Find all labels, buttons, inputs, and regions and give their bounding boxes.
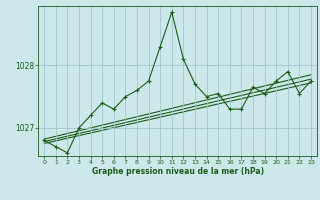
X-axis label: Graphe pression niveau de la mer (hPa): Graphe pression niveau de la mer (hPa)	[92, 167, 264, 176]
